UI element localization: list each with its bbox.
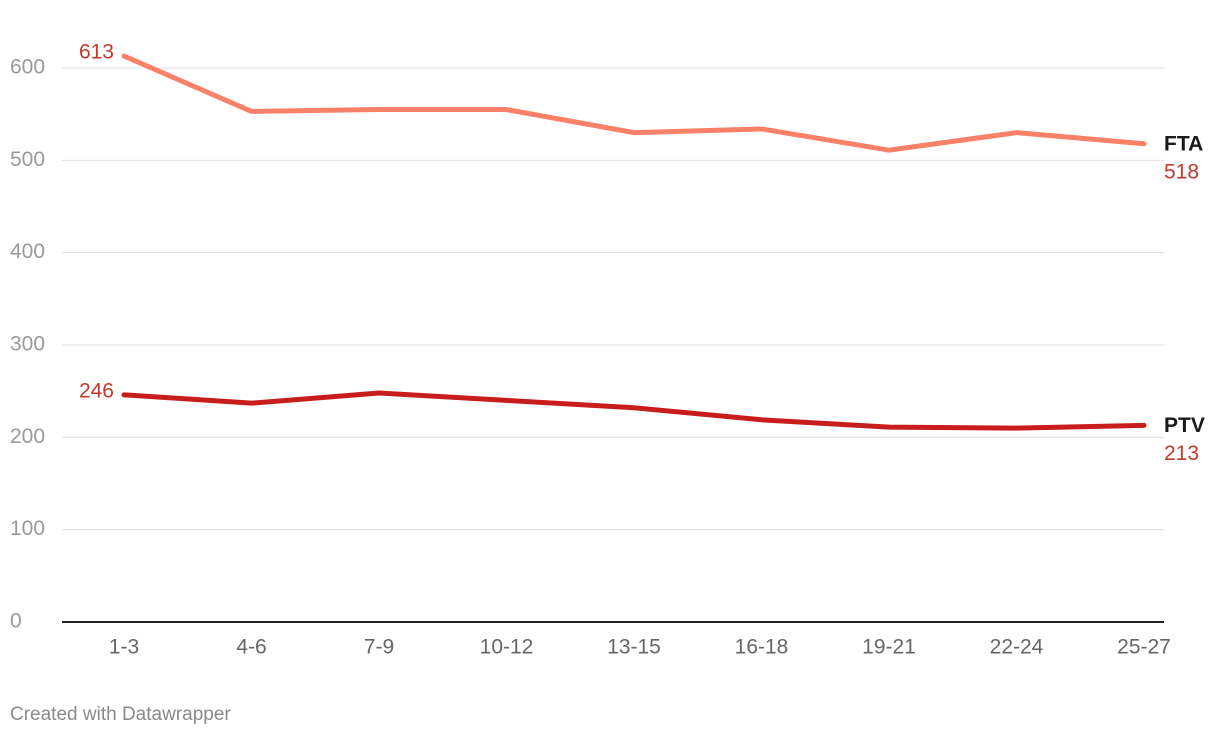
y-tick-label: 100 (10, 517, 45, 540)
y-tick-label: 400 (10, 240, 45, 263)
y-tick-label: 500 (10, 148, 45, 171)
series-line (121, 53, 1147, 153)
y-tick-label: 300 (10, 333, 45, 356)
y-tick-label: 600 (10, 56, 45, 79)
x-tick-label: 10-12 (480, 636, 534, 659)
value-label: 213 (1164, 442, 1199, 465)
series-line (121, 390, 1147, 431)
x-tick-label: 19-21 (862, 636, 916, 659)
x-tick-label: 13-15 (607, 636, 661, 659)
x-tick-label: 22-24 (990, 636, 1044, 659)
x-tick-label: 16-18 (735, 636, 789, 659)
x-tick-label: 4-6 (236, 636, 266, 659)
y-tick-label: 0 (10, 610, 22, 633)
credit: Created with Datawrapper (10, 704, 231, 725)
y-tick-label: 200 (10, 425, 45, 448)
x-tick-label: 25-27 (1117, 636, 1171, 659)
value-label: 246 (79, 379, 114, 402)
x-tick-label: 1-3 (109, 636, 139, 659)
series-label: FTA (1164, 132, 1203, 155)
series-label: PTV (1164, 414, 1205, 437)
value-label: 613 (79, 41, 114, 64)
value-label: 518 (1164, 160, 1199, 183)
x-tick-label: 7-9 (364, 636, 394, 659)
